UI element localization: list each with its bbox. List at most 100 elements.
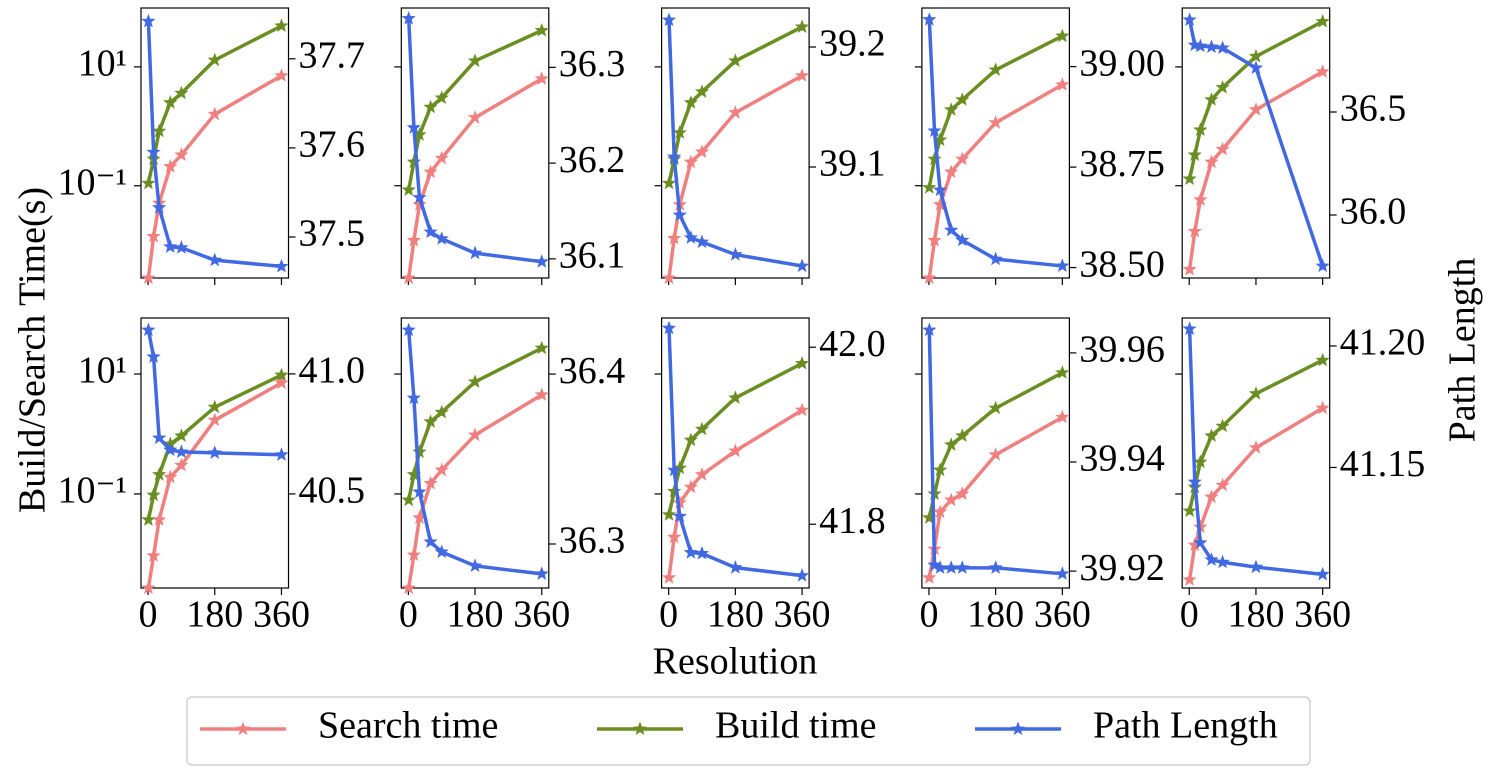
point-marker — [988, 400, 1003, 415]
x-tick-label: 180 — [1227, 594, 1284, 636]
point-marker — [683, 230, 698, 244]
point-marker — [932, 462, 948, 477]
point-marker — [932, 182, 948, 197]
point-marker — [1055, 566, 1070, 580]
point-marker — [1182, 572, 1197, 586]
point-marker — [207, 52, 222, 67]
legend-label: Path Length — [1093, 705, 1278, 747]
x-tick-label: 360 — [774, 594, 831, 636]
point-marker — [667, 529, 682, 544]
point-marker — [1193, 122, 1208, 136]
y-axis-label: Build/Search Time(s) — [12, 187, 54, 513]
y2-tick-label: 37.5 — [299, 213, 366, 255]
point-marker — [661, 270, 677, 285]
point-marker — [955, 92, 970, 106]
x-tick-label: 0 — [659, 594, 678, 636]
point-marker — [467, 558, 483, 572]
point-marker — [988, 251, 1003, 266]
y2-tick-label: 41.0 — [299, 350, 366, 392]
point-marker — [406, 390, 421, 405]
x-tick-label: 0 — [399, 594, 418, 636]
point-marker — [1248, 440, 1264, 454]
point-marker — [927, 151, 942, 166]
y2-tick-label: 37.7 — [299, 35, 366, 77]
point-marker — [1055, 258, 1070, 272]
point-marker — [955, 560, 970, 574]
point-marker — [728, 443, 743, 458]
point-marker — [401, 182, 416, 196]
point-marker — [423, 99, 438, 114]
point-marker — [207, 106, 222, 121]
point-marker — [728, 560, 743, 574]
point-marker — [467, 245, 483, 260]
y2-tick-label: 36.2 — [559, 139, 626, 181]
point-marker — [988, 62, 1003, 76]
y2-tick-label: 36.3 — [559, 520, 626, 562]
point-marker — [423, 224, 438, 239]
point-marker — [694, 84, 710, 98]
point-marker — [141, 270, 156, 285]
y-tick-label: 10¹ — [78, 43, 127, 85]
point-marker — [661, 507, 677, 521]
point-marker — [534, 566, 549, 580]
point-marker — [1215, 40, 1230, 54]
point-marker — [141, 580, 156, 595]
point-marker — [1187, 537, 1202, 552]
point-marker — [1315, 258, 1330, 273]
point-marker — [661, 570, 677, 584]
point-marker — [163, 95, 178, 109]
series-line — [406, 329, 542, 576]
point-marker — [1204, 489, 1219, 503]
point-marker — [434, 231, 449, 245]
point-marker — [1055, 28, 1070, 43]
point-marker — [728, 53, 743, 67]
point-marker — [401, 580, 416, 595]
point-marker — [1193, 192, 1208, 206]
point-marker — [932, 197, 948, 211]
point-marker — [174, 428, 189, 442]
point-marker — [1248, 48, 1264, 63]
point-marker — [728, 390, 743, 404]
point-marker — [163, 442, 178, 457]
point-marker — [401, 322, 416, 337]
x-tick-label: 180 — [447, 594, 504, 636]
point-marker — [401, 11, 416, 25]
point-marker — [694, 234, 710, 249]
point-marker — [141, 322, 156, 337]
point-marker — [794, 19, 810, 33]
point-marker — [667, 230, 682, 245]
point-marker — [661, 175, 677, 190]
point-marker — [1248, 386, 1264, 400]
point-marker — [412, 484, 427, 499]
point-marker — [146, 487, 161, 502]
point-marker — [1055, 77, 1070, 91]
point-marker — [683, 95, 698, 109]
x-tick-label: 180 — [967, 594, 1024, 636]
y2-tick-label: 36.1 — [559, 235, 626, 277]
point-marker — [141, 175, 156, 190]
point-marker — [412, 444, 427, 459]
point-marker — [922, 570, 937, 584]
point-marker — [423, 164, 438, 179]
point-marker — [988, 115, 1003, 129]
point-marker — [174, 240, 189, 254]
point-marker — [944, 164, 959, 179]
axes-frame — [140, 7, 290, 279]
point-marker — [274, 447, 289, 461]
point-marker — [728, 247, 743, 261]
point-marker — [683, 432, 698, 447]
point-marker — [1215, 418, 1230, 433]
point-marker — [434, 90, 449, 104]
y2-tick-label: 41.8 — [819, 500, 886, 542]
point-marker — [672, 125, 687, 139]
point-marker — [1204, 428, 1219, 442]
point-marker — [152, 430, 167, 445]
point-marker — [534, 387, 549, 401]
point-marker — [1315, 64, 1330, 78]
point-marker — [1182, 503, 1197, 517]
y-tick-label: 10¹ — [78, 350, 127, 392]
x-tick-label: 360 — [1294, 594, 1351, 636]
point-marker — [932, 504, 948, 519]
x-tick-label: 360 — [1034, 594, 1091, 636]
